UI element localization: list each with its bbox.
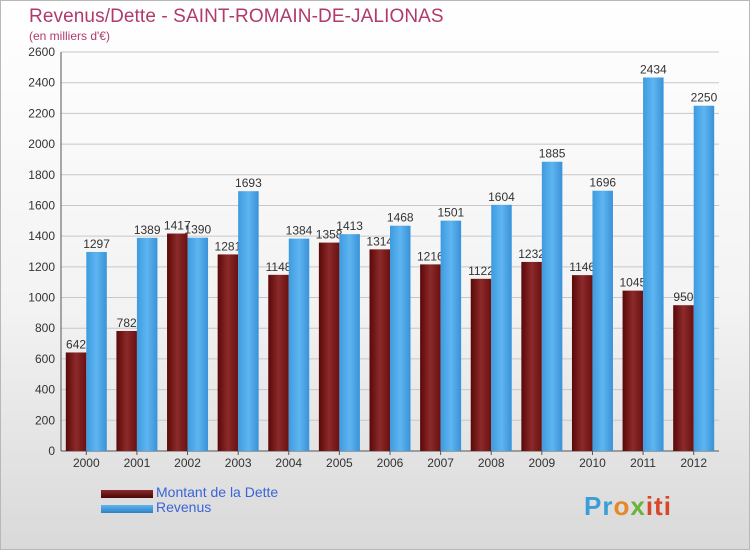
bar-dette-2009 — [521, 261, 542, 451]
data-label-revenus-2000: 1297 — [83, 237, 110, 251]
bar-revenus-2008 — [491, 204, 512, 451]
data-label-revenus-2011: 2434 — [640, 62, 667, 76]
x-tick-label-2004: 2004 — [275, 456, 302, 470]
x-tick-label-2008: 2008 — [478, 456, 505, 470]
bar-dette-2002 — [167, 233, 188, 451]
data-label-dette-2010: 1146 — [569, 260, 595, 274]
y-tick-label-2400: 2400 — [28, 76, 55, 90]
data-label-dette-2005: 1358 — [316, 228, 343, 242]
y-tick-label-400: 400 — [35, 383, 55, 397]
data-label-dette-2003: 1281 — [215, 239, 242, 253]
legend-label-revenus: Revenus — [156, 499, 212, 515]
bar-dette-2005 — [318, 242, 340, 451]
bar-revenus-2004 — [288, 238, 310, 451]
data-label-revenus-2007: 1501 — [438, 206, 465, 220]
data-label-revenus-2010: 1696 — [589, 176, 616, 190]
proxiti-logo: Proxiti — [584, 491, 672, 521]
data-label-dette-2002: 1417 — [164, 219, 191, 233]
bar-revenus-2005 — [339, 234, 360, 451]
bar-dette-2011 — [622, 290, 644, 451]
bar-revenus-2000 — [86, 251, 107, 451]
bar-dette-2007 — [420, 264, 441, 451]
data-label-dette-2001: 782 — [117, 316, 137, 330]
x-tick-label-2006: 2006 — [377, 456, 404, 470]
data-label-dette-2008: 1122 — [468, 264, 494, 278]
bar-revenus-2012 — [693, 105, 715, 451]
data-label-revenus-2003: 1693 — [235, 176, 262, 190]
x-tick-label-2010: 2010 — [579, 456, 606, 470]
data-label-revenus-2008: 1604 — [488, 190, 515, 204]
bar-revenus-2011 — [643, 77, 664, 452]
y-tick-label-1600: 1600 — [28, 198, 55, 212]
legend-swatch-dette — [101, 490, 153, 498]
y-tick-label-1000: 1000 — [28, 291, 55, 305]
data-label-dette-2000: 642 — [66, 337, 86, 351]
y-tick-label-2000: 2000 — [28, 137, 55, 151]
y-tick-label-1200: 1200 — [28, 260, 55, 274]
chart-title: Revenus/Dette - SAINT-ROMAIN-DE-JALIONAS — [29, 6, 444, 27]
y-tick-label-600: 600 — [35, 352, 55, 366]
bar-revenus-2002 — [187, 237, 209, 451]
x-tick-label-2003: 2003 — [225, 456, 252, 470]
bar-revenus-2006 — [390, 225, 411, 451]
x-tick-label-2000: 2000 — [73, 456, 100, 470]
y-tick-label-0: 0 — [48, 444, 55, 458]
x-tick-label-2009: 2009 — [528, 456, 555, 470]
data-label-revenus-2001: 1389 — [134, 223, 161, 237]
y-tick-label-1400: 1400 — [28, 229, 55, 243]
bar-dette-2003 — [217, 254, 239, 451]
data-label-revenus-2012: 2250 — [691, 91, 718, 105]
y-tick-label-800: 800 — [35, 321, 55, 335]
x-tick-label-2007: 2007 — [427, 456, 454, 470]
bar-dette-2010 — [571, 275, 593, 451]
data-label-dette-2006: 1314 — [366, 234, 393, 248]
data-label-dette-2009: 1232 — [518, 247, 545, 261]
x-tick-label-2005: 2005 — [326, 456, 353, 470]
bar-dette-2001 — [116, 330, 137, 451]
bar-dette-2006 — [369, 249, 390, 451]
x-tick-label-2002: 2002 — [174, 456, 201, 470]
x-tick-label-2012: 2012 — [680, 456, 707, 470]
x-tick-label-2001: 2001 — [124, 456, 151, 470]
y-tick-label-200: 200 — [35, 413, 55, 427]
bar-revenus-2010 — [592, 190, 613, 451]
legend-label-dette: Montant de la Dette — [156, 484, 279, 500]
bar-dette-2008 — [470, 278, 492, 451]
legend-swatch-revenus — [101, 505, 153, 513]
bar-dette-2004 — [268, 274, 289, 451]
data-label-revenus-2005: 1413 — [336, 219, 363, 233]
data-label-dette-2011: 1045 — [619, 276, 646, 290]
y-tick-label-2200: 2200 — [28, 106, 55, 120]
data-label-dette-2007: 1216 — [417, 249, 444, 263]
y-tick-label-2600: 2600 — [28, 45, 55, 59]
bar-dette-2012 — [673, 305, 694, 451]
data-label-dette-2012: 950 — [673, 290, 693, 304]
data-label-revenus-2009: 1885 — [539, 147, 566, 161]
y-tick-label-1800: 1800 — [28, 168, 55, 182]
data-label-revenus-2006: 1468 — [387, 211, 414, 225]
data-label-dette-2004: 1148 — [266, 260, 292, 274]
chart-subtitle: (en milliers d'€) — [29, 29, 110, 43]
bar-revenus-2001 — [136, 237, 158, 451]
bar-revenus-2003 — [238, 191, 259, 451]
data-label-revenus-2002: 1390 — [184, 223, 211, 237]
bar-revenus-2007 — [440, 220, 462, 451]
data-label-revenus-2004: 1384 — [286, 224, 313, 238]
bar-revenus-2009 — [541, 161, 563, 451]
x-tick-label-2011: 2011 — [630, 456, 656, 470]
bar-dette-2000 — [65, 352, 87, 451]
